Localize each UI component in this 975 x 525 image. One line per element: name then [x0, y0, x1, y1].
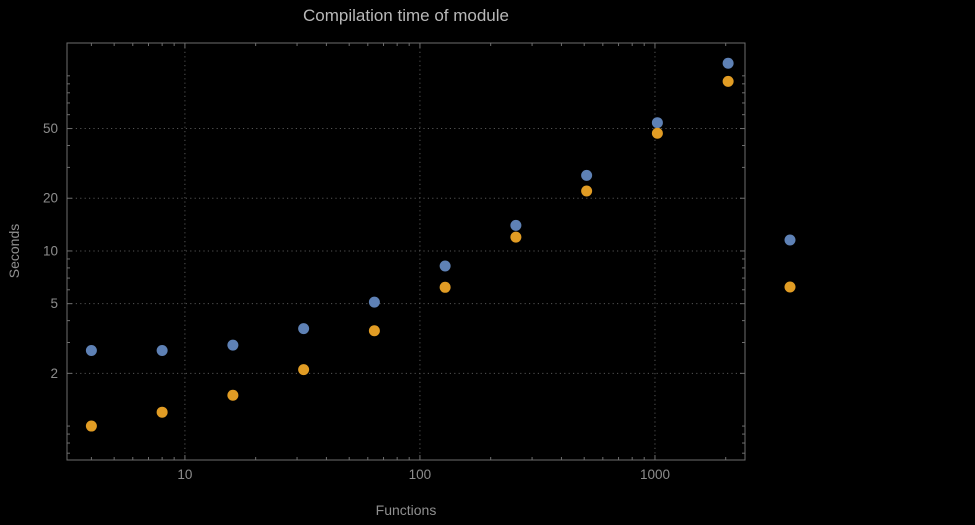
data-point-orange — [368, 325, 380, 337]
data-point-blue — [298, 323, 310, 335]
x-tick-label: 100 — [409, 467, 432, 482]
y-tick-label: 10 — [43, 243, 58, 258]
x-tick-label: 1000 — [640, 467, 670, 482]
data-point-orange — [85, 420, 97, 432]
plot-frame — [66, 42, 746, 461]
data-point-orange — [227, 389, 239, 401]
data-point-blue — [439, 260, 451, 272]
y-tick-label: 50 — [43, 121, 58, 136]
data-point-blue — [651, 117, 663, 129]
y-axis-label: Seconds — [6, 223, 22, 279]
data-point-blue — [581, 169, 593, 181]
data-point-blue — [368, 296, 380, 308]
data-point-orange — [510, 231, 522, 243]
x-axis-label: Functions — [375, 502, 437, 518]
data-point-blue — [227, 339, 239, 351]
legend-marker-blue — [784, 234, 796, 246]
data-point-orange — [298, 364, 310, 376]
y-tick-label: 5 — [50, 296, 58, 311]
data-point-blue — [510, 219, 522, 231]
legend-marker-orange — [784, 281, 796, 293]
data-point-orange — [722, 75, 734, 87]
data-point-blue — [722, 57, 734, 69]
x-tick-label: 10 — [177, 467, 192, 482]
data-point-orange — [651, 127, 663, 139]
y-tick-label: 20 — [43, 191, 58, 206]
chart-title: Compilation time of module — [303, 6, 509, 25]
data-point-orange — [156, 406, 168, 418]
data-point-blue — [85, 345, 97, 357]
y-tick-label: 2 — [50, 366, 58, 381]
data-point-blue — [156, 345, 168, 357]
data-point-orange — [439, 281, 451, 293]
data-point-orange — [581, 185, 593, 197]
